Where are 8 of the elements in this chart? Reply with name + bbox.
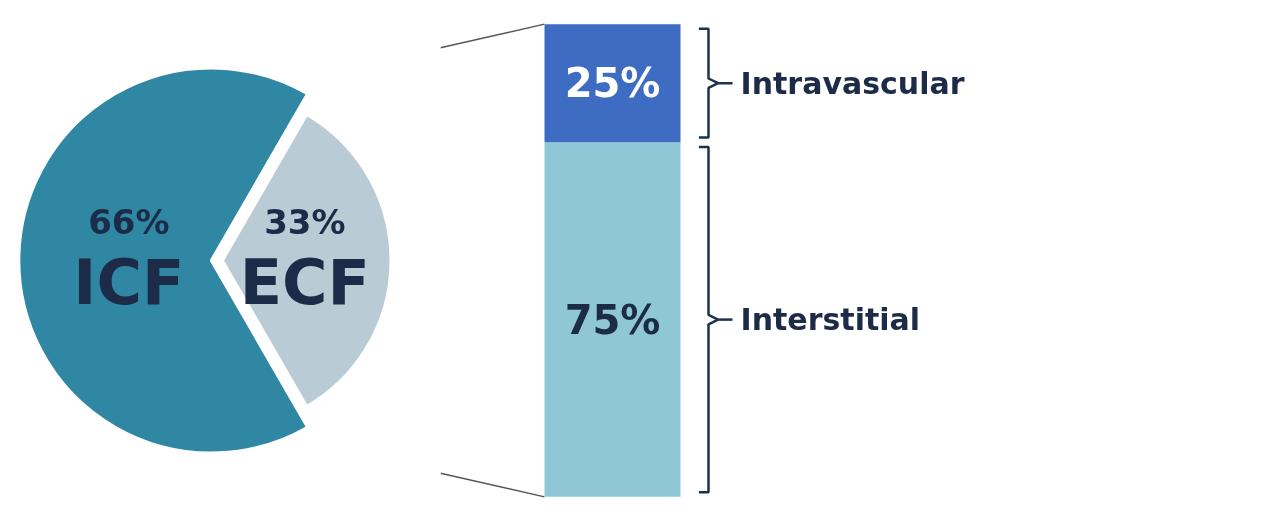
series-label: Intravascular <box>740 65 965 101</box>
series-label: Interstitial <box>740 302 921 338</box>
slice-label: ICF <box>73 246 185 320</box>
data-label: 25% <box>564 60 661 107</box>
data-label: 66% <box>88 201 170 242</box>
slice-label: ECF <box>239 246 370 320</box>
data-label: 33% <box>264 201 346 242</box>
data-label: 75% <box>564 296 661 343</box>
